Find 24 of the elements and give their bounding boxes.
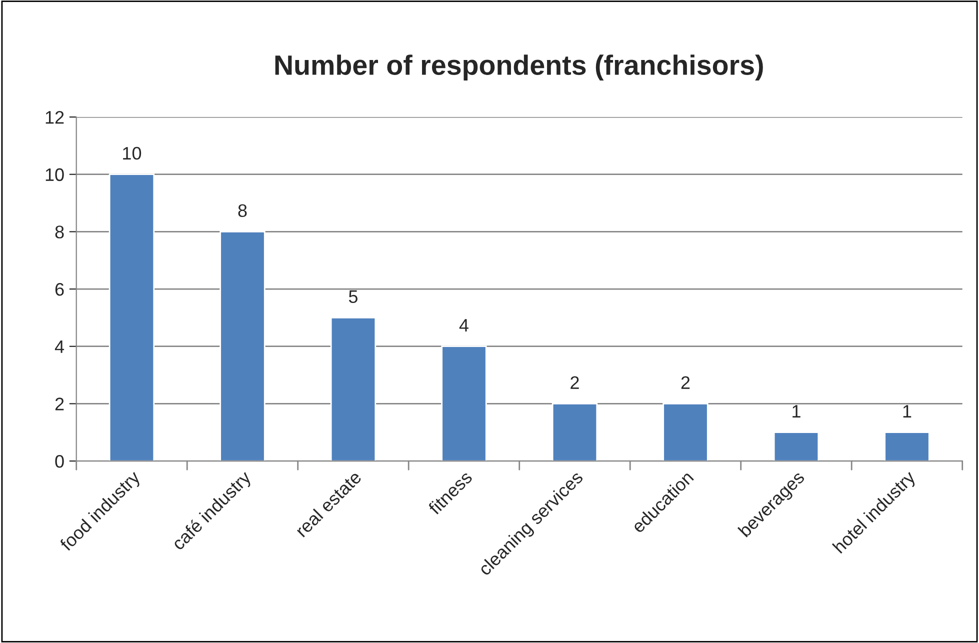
data-label: 10	[123, 146, 142, 160]
y-tick-label: 8	[55, 226, 64, 238]
y-tick-label: 4	[54, 340, 64, 353]
bar	[662, 403, 708, 462]
y-tick-label: 0	[55, 454, 64, 468]
data-label: 8	[238, 204, 247, 218]
bar	[884, 432, 930, 462]
bar	[441, 346, 487, 462]
data-label: 2	[681, 376, 690, 389]
y-tick-label: 2	[55, 398, 64, 410]
data-label: 4	[459, 319, 468, 332]
data-label: 1	[903, 405, 912, 418]
data-label: 5	[348, 290, 358, 304]
bar	[773, 432, 820, 462]
y-tick-label: 10	[46, 168, 64, 182]
chart-title: Number of respondents (franchisors)	[275, 54, 763, 80]
data-label: 1	[792, 405, 800, 418]
bar	[220, 231, 266, 462]
bar	[552, 403, 598, 462]
y-tick-label: 6	[55, 282, 64, 296]
data-label: 2	[570, 376, 579, 389]
y-tick-label: 12	[46, 110, 64, 124]
bar	[330, 317, 376, 462]
bar	[108, 174, 155, 462]
